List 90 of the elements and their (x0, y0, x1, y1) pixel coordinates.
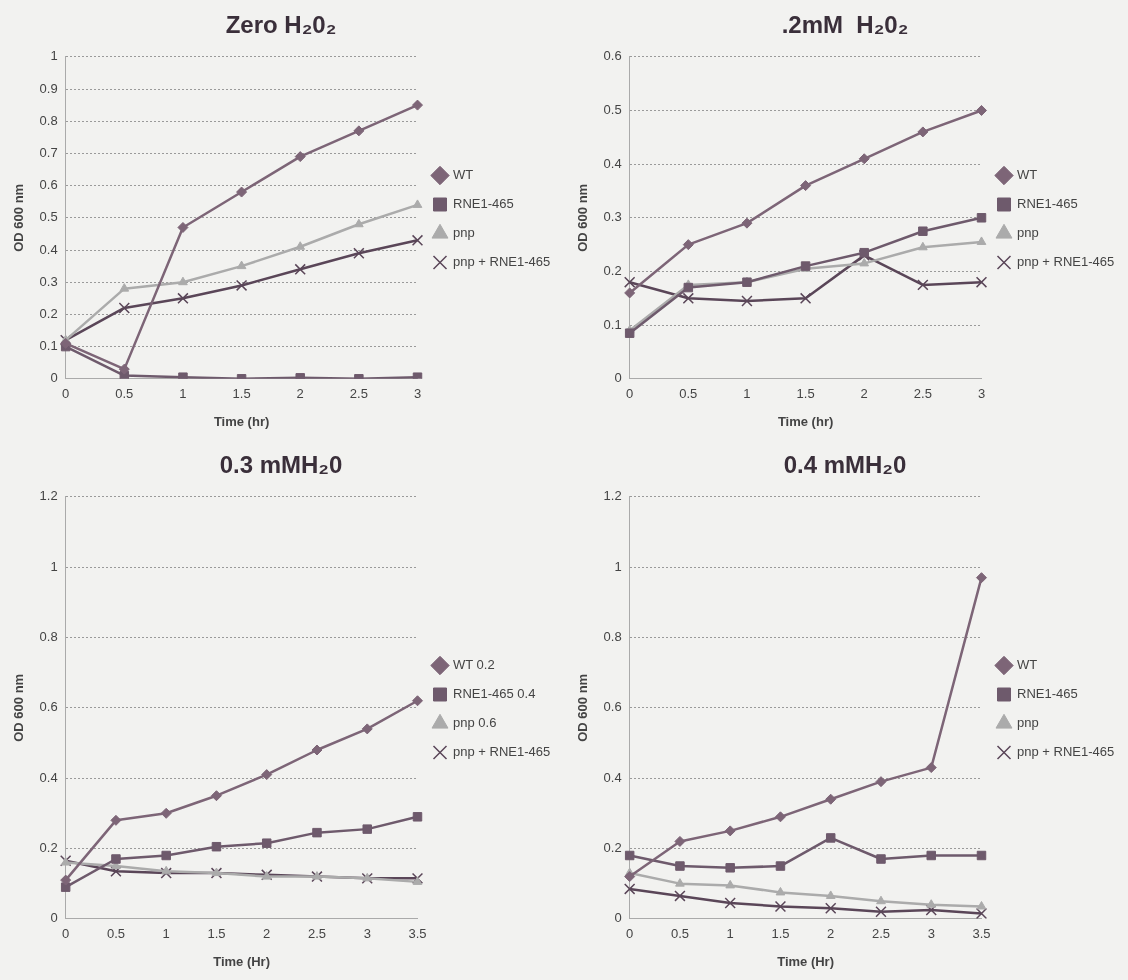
x-axis-title: Time (Hr) (777, 953, 834, 969)
x-tick-label: 1.5 (232, 386, 251, 402)
y-tick-label: 0.6 (603, 699, 622, 715)
y-axis-title: OD 600 nm (575, 673, 591, 742)
y-tick-label: 0.4 (39, 241, 58, 257)
x-tick-label: 2 (263, 926, 271, 942)
chart-title: 0.4 mMH₂0 (783, 451, 907, 479)
y-tick-label: 0.8 (603, 629, 622, 645)
legend-label: WT (1017, 657, 1038, 673)
y-tick-label: 0.3 (603, 209, 622, 225)
x-tick-label: 1 (743, 386, 751, 402)
x-axis-title: Time (Hr) (213, 953, 270, 969)
x-tick-label: 2.5 (913, 386, 932, 402)
y-tick-label: 0.5 (603, 102, 622, 118)
x-tick-label: 1.5 (796, 386, 815, 402)
x-tick-label: 3 (413, 386, 422, 402)
x-tick-label: 0 (626, 386, 634, 402)
x-tick-label: 2 (296, 386, 304, 402)
y-tick-label: 0 (614, 910, 622, 926)
x-axis-title: Time (hr) (777, 413, 834, 429)
x-tick-label: 3 (927, 926, 935, 942)
y-axis-title: OD 600 nm (575, 183, 591, 252)
x-tick-label: 1 (162, 926, 170, 942)
y-tick-label: 0.4 (603, 769, 622, 785)
y-tick-label: 0.2 (603, 840, 622, 856)
legend-label: RNE1-465 0.4 (453, 686, 536, 702)
x-axis-title: Time (hr) (213, 413, 270, 429)
y-tick-label: 1.2 (39, 488, 58, 504)
y-tick-label: 0.6 (603, 48, 622, 64)
y-axis-title: OD 600 nm (11, 673, 27, 742)
x-tick-label: 1 (726, 926, 734, 942)
y-tick-label: 0.1 (39, 338, 58, 354)
y-tick-label: 1.2 (603, 488, 622, 504)
legend-label: pnp (453, 225, 475, 241)
x-tick-label: 3.5 (408, 926, 427, 942)
y-tick-label: 0.5 (39, 209, 58, 225)
y-tick-label: 0 (50, 370, 58, 386)
x-tick-label: 2.5 (349, 386, 368, 402)
chart-title: 0.3 mMH₂0 (219, 451, 343, 479)
y-tick-label: 1 (50, 558, 58, 574)
legend-label: pnp (1017, 225, 1039, 241)
legend-label: pnp 0.6 (453, 715, 497, 731)
x-tick-label: 0 (62, 386, 70, 402)
x-tick-label: 0.5 (106, 926, 125, 942)
y-tick-label: 0 (614, 370, 622, 386)
y-tick-label: 0.6 (39, 699, 58, 715)
y-tick-label: 1 (50, 48, 58, 64)
legend-label: WT 0.2 (453, 657, 495, 673)
legend-label: pnp + RNE1-465 (453, 254, 551, 270)
y-tick-label: 0.4 (603, 155, 622, 171)
legend-label: RNE1-465 (453, 196, 514, 212)
x-tick-label: 1.5 (207, 926, 226, 942)
x-tick-label: 0.5 (670, 926, 689, 942)
legend-label: pnp + RNE1-465 (453, 744, 551, 760)
x-tick-label: 0.5 (679, 386, 698, 402)
x-tick-label: 3 (363, 926, 371, 942)
x-tick-label: 1 (179, 386, 187, 402)
y-tick-label: 0.8 (39, 112, 58, 128)
x-tick-label: 3 (977, 386, 986, 402)
y-tick-label: 0.2 (39, 305, 58, 321)
legend-label: WT (453, 167, 474, 183)
y-tick-label: 0.3 (39, 273, 58, 289)
y-tick-label: 0.2 (603, 263, 622, 279)
y-tick-label: 0.9 (39, 80, 58, 96)
x-tick-label: 2 (860, 386, 868, 402)
x-tick-label: 0 (62, 926, 70, 942)
y-tick-label: 0.1 (603, 316, 622, 332)
y-tick-label: 0.2 (39, 840, 58, 856)
y-tick-label: 1 (614, 558, 622, 574)
y-tick-label: 0.8 (39, 629, 58, 645)
x-tick-label: 1.5 (771, 926, 790, 942)
y-tick-label: 0 (50, 910, 58, 926)
x-tick-label: 0 (626, 926, 634, 942)
x-tick-label: 3.5 (972, 926, 991, 942)
legend-label: pnp (1017, 715, 1039, 731)
legend-label: pnp + RNE1-465 (1017, 254, 1115, 270)
chart-title: .2mM H₂0₂ (781, 11, 909, 39)
x-tick-label: 2 (827, 926, 835, 942)
chart-title: Zero H₂0₂ (225, 11, 337, 39)
legend-label: RNE1-465 (1017, 196, 1078, 212)
legend-label: WT (1017, 167, 1038, 183)
x-tick-label: 0.5 (115, 386, 134, 402)
y-tick-label: 0.6 (39, 177, 58, 193)
y-tick-label: 0.7 (39, 144, 58, 160)
legend-label: RNE1-465 (1017, 686, 1078, 702)
x-tick-label: 2.5 (307, 926, 327, 942)
legend-label: pnp + RNE1-465 (1017, 744, 1115, 760)
y-tick-label: 0.4 (39, 769, 58, 785)
x-tick-label: 2.5 (871, 926, 891, 942)
y-axis-title: OD 600 nm (11, 183, 27, 252)
